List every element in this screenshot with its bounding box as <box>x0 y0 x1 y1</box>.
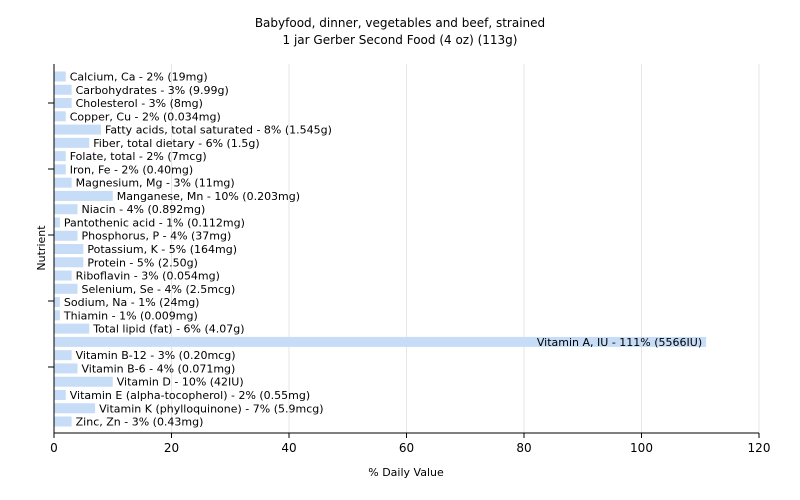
bar <box>54 84 72 95</box>
bar-label: Pantothenic acid - 1% (0.112mg) <box>64 216 245 229</box>
bar <box>54 204 78 215</box>
x-tick-label: 120 <box>748 441 771 455</box>
bar <box>54 137 90 148</box>
bar <box>54 283 78 294</box>
x-tick-label: 0 <box>50 441 58 455</box>
bar-label: Fatty acids, total saturated - 8% (1.545… <box>105 124 332 137</box>
bar <box>54 336 707 347</box>
bar <box>54 244 84 255</box>
bar-label: Total lipid (fat) - 6% (4.07g) <box>92 323 244 336</box>
bar <box>54 270 72 281</box>
bar-label: Protein - 5% (2.50g) <box>87 256 198 269</box>
bar <box>54 71 66 82</box>
bar-label: Vitamin B-6 - 4% (0.071mg) <box>82 362 236 375</box>
bar <box>54 177 72 188</box>
bar <box>54 98 72 109</box>
bar-label: Potassium, K - 5% (164mg) <box>87 243 237 256</box>
bar <box>54 124 101 135</box>
bar <box>54 230 78 241</box>
x-tick-label: 100 <box>630 441 653 455</box>
bar-labels: Calcium, Ca - 2% (19mg)Carbohydrates - 3… <box>63 71 702 429</box>
x-tick-label: 20 <box>164 441 179 455</box>
bar-label: Copper, Cu - 2% (0.034mg) <box>70 110 221 123</box>
bar-label: Fiber, total dietary - 6% (1.5g) <box>93 137 259 150</box>
bar <box>54 257 84 268</box>
bar <box>54 389 66 400</box>
bar-label: Vitamin E (alpha-tocopherol) - 2% (0.55m… <box>70 389 310 402</box>
bar-label: Vitamin B-12 - 3% (0.20mcg) <box>76 349 236 362</box>
bar <box>54 164 66 175</box>
bar <box>54 323 90 334</box>
bar <box>54 403 96 414</box>
bar-label: Vitamin A, IU - 111% (5566IU) <box>537 336 702 349</box>
bar <box>54 190 113 201</box>
bar-label: Riboflavin - 3% (0.054mg) <box>76 270 220 283</box>
bar-label: Thiamin - 1% (0.009mg) <box>63 309 198 322</box>
bar <box>54 297 60 308</box>
bars <box>54 71 707 427</box>
bar-label: Vitamin D - 10% (42IU) <box>117 376 244 389</box>
bar-label: Manganese, Mn - 10% (0.203mg) <box>117 190 300 203</box>
x-tick-label: 80 <box>516 441 531 455</box>
y-axis-label: Nutrient <box>35 225 48 271</box>
x-tick-label: 40 <box>281 441 296 455</box>
bar-label: Iron, Fe - 2% (0.40mg) <box>70 163 193 176</box>
bar <box>54 111 66 122</box>
bar <box>54 310 60 321</box>
bar <box>54 416 72 427</box>
gridlines <box>171 64 760 433</box>
x-tick-label: 60 <box>399 441 414 455</box>
chart-title: Babyfood, dinner, vegetables and beef, s… <box>254 16 546 30</box>
bar-label: Niacin - 4% (0.892mg) <box>82 203 206 216</box>
bar-label: Vitamin K (phylloquinone) - 7% (5.9mcg) <box>99 402 323 415</box>
bar-label: Magnesium, Mg - 3% (11mg) <box>76 177 235 190</box>
chart-subtitle: 1 jar Gerber Second Food (4 oz) (113g) <box>282 33 518 47</box>
bar-label: Zinc, Zn - 3% (0.43mg) <box>76 416 204 429</box>
bar <box>54 217 60 228</box>
bar <box>54 350 72 361</box>
bar-label: Phosphorus, P - 4% (37mg) <box>82 230 232 243</box>
bar-label: Selenium, Se - 4% (2.5mcg) <box>82 283 236 296</box>
x-axis-label: % Daily Value <box>368 466 444 479</box>
bar <box>54 151 66 162</box>
bar-label: Folate, total - 2% (7mcg) <box>70 150 207 163</box>
bar <box>54 363 78 374</box>
bar <box>54 376 113 387</box>
bar-label: Calcium, Ca - 2% (19mg) <box>70 71 208 84</box>
x-ticks: 0 20 40 60 80 100 120 <box>50 433 770 455</box>
bar-label: Cholesterol - 3% (8mg) <box>76 97 203 110</box>
bar-label: Carbohydrates - 3% (9.99g) <box>76 84 229 97</box>
bar-label: Sodium, Na - 1% (24mg) <box>64 296 200 309</box>
